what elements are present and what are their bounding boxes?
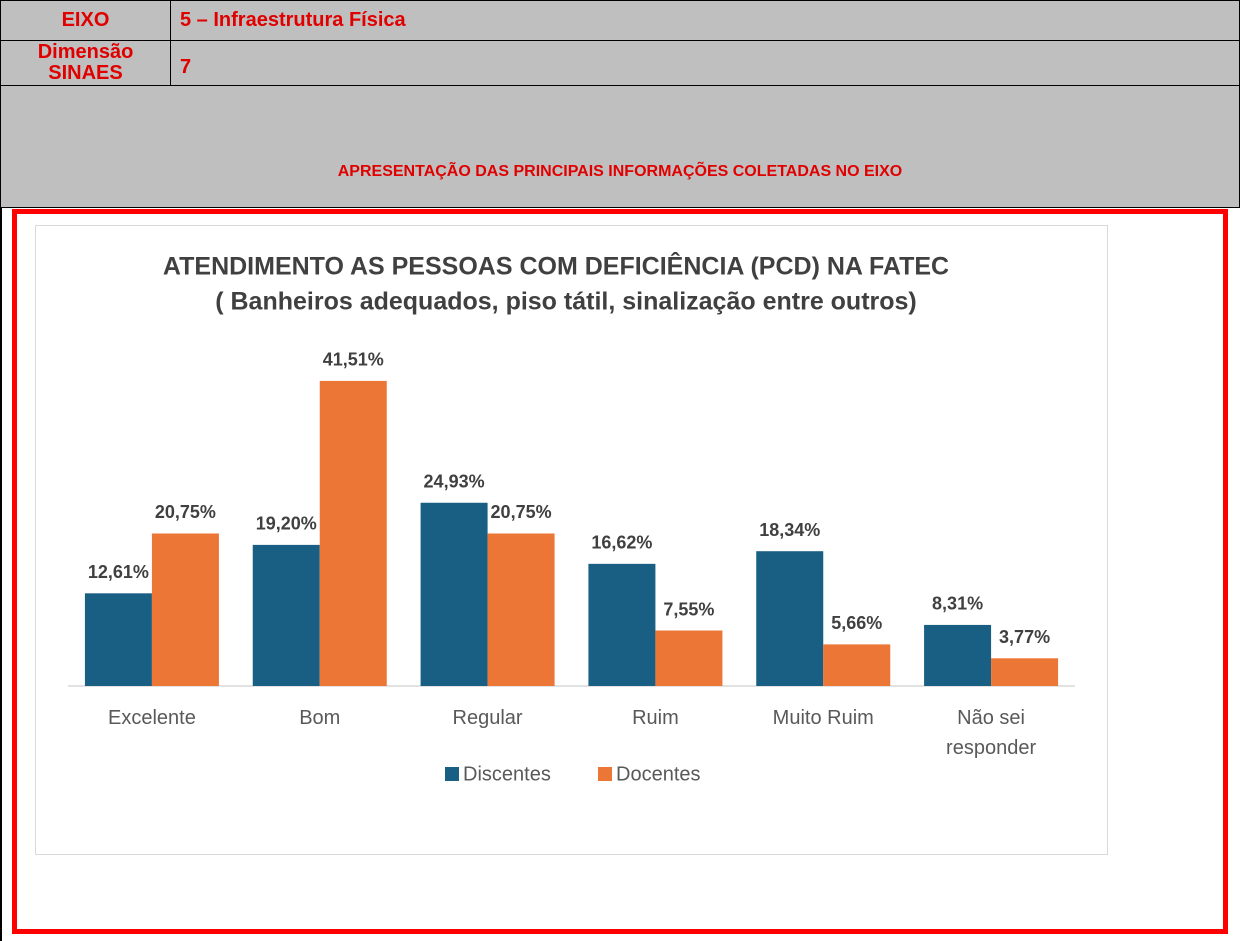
- x-tick-label: Bom: [299, 707, 341, 729]
- x-label-box: Ruim: [632, 707, 679, 729]
- data-label: 19,20%: [256, 514, 317, 534]
- data-label: 3,77%: [999, 627, 1050, 647]
- chart-title: ATENDIMENTO AS PESSOAS COM DEFICIÊNCIA (…: [163, 251, 949, 281]
- section-title: APRESENTAÇÃO DAS PRINCIPAIS INFORMAÇÕES …: [0, 85, 1240, 208]
- x-tick-label: Excelente: [107, 707, 196, 729]
- data-label: 20,75%: [155, 502, 216, 522]
- data-label: 5,66%: [831, 613, 882, 633]
- bar: [252, 544, 320, 686]
- bar: [756, 551, 824, 686]
- data-label: 7,55%: [663, 599, 714, 619]
- x-tick-label: Ruim: [632, 707, 679, 729]
- data-label: 12,61%: [88, 562, 149, 582]
- data-label: 41,51%: [323, 350, 384, 370]
- bar: [319, 380, 387, 686]
- bar: [420, 502, 488, 686]
- bar: [84, 593, 152, 686]
- data-label: 18,34%: [759, 520, 820, 540]
- highlight-box: [12, 209, 1228, 934]
- section-title-text: APRESENTAÇÃO DAS PRINCIPAIS INFORMAÇÕES …: [337, 163, 903, 180]
- data-label: 8,31%: [932, 594, 983, 614]
- label: EIXO: [61, 9, 110, 31]
- bar: [991, 658, 1059, 686]
- legend-label: Docentes: [616, 763, 701, 785]
- x-tick-label: Não sei responder: [946, 707, 1037, 759]
- bar: [588, 563, 656, 686]
- value: 5 – Infraestrutura Física: [180, 9, 406, 31]
- bar: [151, 533, 219, 686]
- legend-swatch: [598, 767, 612, 781]
- x-label-box: Muito Ruim: [772, 707, 874, 729]
- bar: [823, 644, 891, 686]
- x-tick-label: Regular: [452, 707, 523, 729]
- x-label-box: Bom: [299, 707, 341, 729]
- bar: [924, 624, 992, 686]
- header-cell: Dimensão SINAES: [0, 40, 171, 86]
- bar: [487, 533, 555, 686]
- legend-swatch: [445, 767, 459, 781]
- x-label-box: Não sei responder: [946, 707, 1037, 759]
- data-label: 16,62%: [591, 533, 652, 553]
- chart-subtitle: ( Banheiros adequados, piso tátil, sinal…: [215, 288, 917, 316]
- header-cell: EIXO: [0, 0, 171, 41]
- label: Dimensão SINAES: [37, 41, 134, 84]
- x-label-box: Regular: [452, 707, 523, 729]
- left-border: [0, 0, 2, 941]
- x-tick-label: Muito Ruim: [772, 707, 874, 729]
- legend-label: Discentes: [463, 763, 551, 785]
- data-label: 24,93%: [424, 472, 485, 492]
- bar: [655, 630, 723, 686]
- data-label: 20,75%: [491, 502, 552, 522]
- value: 7: [180, 55, 192, 78]
- x-label-box: Excelente: [107, 707, 196, 729]
- header-cell: 7: [170, 40, 1240, 86]
